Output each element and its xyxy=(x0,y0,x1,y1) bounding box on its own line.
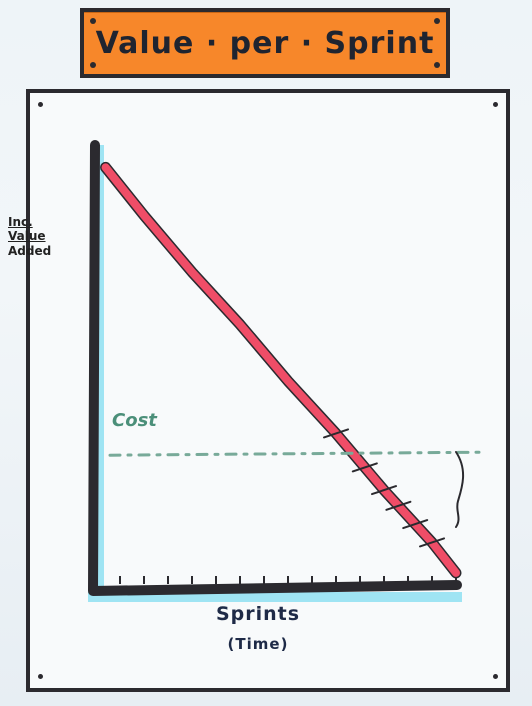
board-pin-bottom-left xyxy=(38,674,43,679)
x-axis-sublabel: (Time) xyxy=(227,635,289,653)
axes-layer xyxy=(88,140,462,602)
value-line xyxy=(101,163,460,577)
x-axis-label: Sprints xyxy=(215,603,301,625)
pin-dot-top-right xyxy=(434,18,440,24)
y-axis-label-line-2: Value xyxy=(8,229,46,244)
sprint-mark xyxy=(385,500,412,511)
gap-brace xyxy=(455,451,464,528)
sprint-mark xyxy=(419,537,445,548)
cost-label: Cost xyxy=(112,410,157,431)
pin-dot-top-left xyxy=(90,18,96,24)
y-axis-label-line-1: Inc. xyxy=(8,215,33,229)
y-axis-label-line-3: Added xyxy=(8,243,52,258)
page-title: Value · per · Sprint xyxy=(95,25,435,61)
sprint-mark xyxy=(351,462,378,473)
pin-dot-bottom-right xyxy=(434,62,440,68)
pin-dot-bottom-left xyxy=(90,62,96,68)
sprint-marks xyxy=(323,428,445,548)
board-pin-top-left xyxy=(38,102,43,107)
sprint-mark xyxy=(323,428,349,439)
title-card: Value · per · Sprint xyxy=(80,8,450,78)
x-axis-shadow xyxy=(88,592,462,602)
sprint-mark xyxy=(402,519,429,530)
sprint-mark xyxy=(371,485,397,496)
y-axis-shadow xyxy=(96,145,104,593)
y-axis-label: Inc. Value Added xyxy=(8,215,80,258)
cost-layer xyxy=(108,450,484,457)
board-pin-top-right xyxy=(493,102,498,107)
board-pin-bottom-right xyxy=(493,674,498,679)
axis-lines xyxy=(88,140,462,596)
value-series xyxy=(100,161,462,579)
cost-line xyxy=(108,450,484,457)
